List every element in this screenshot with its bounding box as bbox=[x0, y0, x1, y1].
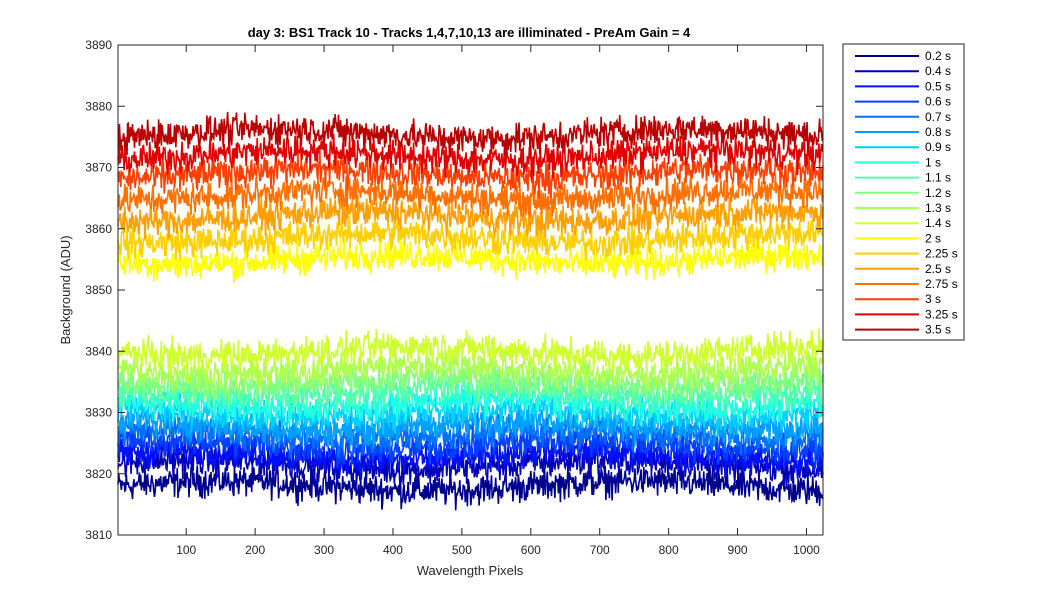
legend-label: 0.5 s bbox=[925, 79, 951, 93]
x-tick-label: 600 bbox=[521, 543, 541, 557]
y-tick-label: 3890 bbox=[85, 38, 112, 52]
series-line-3-5-s bbox=[117, 111, 824, 157]
legend-label: 3 s bbox=[925, 292, 941, 306]
x-tick-label: 200 bbox=[245, 543, 265, 557]
x-tick-label: 1000 bbox=[793, 543, 820, 557]
y-tick-label: 3840 bbox=[85, 344, 112, 358]
series-line-3-s bbox=[117, 150, 824, 199]
y-tick-label: 3850 bbox=[85, 283, 112, 297]
legend-label: 1.3 s bbox=[925, 201, 951, 215]
legend-label: 1.4 s bbox=[925, 216, 951, 230]
y-tick-label: 3880 bbox=[85, 99, 112, 113]
legend-label: 0.9 s bbox=[925, 140, 951, 154]
series-line-2-s bbox=[117, 234, 824, 284]
series-line-0-2-s bbox=[117, 460, 824, 511]
series-line-1-2-s bbox=[117, 358, 824, 407]
y-tick-label: 3830 bbox=[85, 406, 112, 420]
x-tick-label: 700 bbox=[590, 543, 610, 557]
series-line-0-7-s bbox=[117, 408, 824, 459]
legend-label: 1.1 s bbox=[925, 171, 951, 185]
x-tick-label: 500 bbox=[452, 543, 472, 557]
series-line-3-25-s bbox=[117, 129, 824, 180]
x-tick-label: 300 bbox=[314, 543, 334, 557]
legend-label: 2.5 s bbox=[925, 262, 951, 276]
legend-label: 3.25 s bbox=[925, 307, 958, 321]
legend-label: 2.75 s bbox=[925, 277, 958, 291]
series-line-2-25-s bbox=[117, 214, 824, 261]
legend-label: 1 s bbox=[925, 155, 941, 169]
legend-label: 2 s bbox=[925, 231, 941, 245]
y-axis-label: Background (ADU) bbox=[58, 235, 73, 344]
x-axis-label: Wavelength Pixels bbox=[417, 563, 524, 578]
legend-label: 1.2 s bbox=[925, 186, 951, 200]
legend-items: 0.2 s0.4 s0.5 s 0.6 s0.7 s0.8 s0.9 s1 s 1.… bbox=[855, 49, 958, 337]
series-line-1-s bbox=[117, 379, 824, 427]
x-tick-label: 900 bbox=[728, 543, 748, 557]
x-tick-label: 400 bbox=[383, 543, 403, 557]
y-tick-label: 3820 bbox=[85, 467, 112, 481]
chart-title: day 3: BS1 Track 10 - Tracks 1,4,7,10,13… bbox=[248, 25, 691, 40]
legend: 0.2 s0.4 s0.5 s 0.6 s0.7 s0.8 s0.9 s1 s 1.… bbox=[842, 43, 965, 341]
x-tick-label: 800 bbox=[659, 543, 679, 557]
x-axis: 100 200 300 400 500 600 700 800 900 1000 bbox=[176, 45, 820, 557]
legend-label: 0.8 s bbox=[925, 125, 951, 139]
series-line-1-3-s bbox=[117, 346, 824, 396]
legend-label: 0.4 s bbox=[925, 64, 951, 78]
y-axis: 3810 3820 3830 3840 3850 3860 3870 3880 3890 bbox=[85, 38, 823, 542]
x-tick-label: 100 bbox=[176, 543, 196, 557]
series-line-2-75-s bbox=[117, 169, 824, 218]
legend-label: 0.2 s bbox=[925, 49, 951, 63]
y-tick-label: 3810 bbox=[85, 528, 112, 542]
legend-label: 2.25 s bbox=[925, 247, 958, 261]
series-line-1-4-s bbox=[117, 328, 824, 377]
legend-label: 3.5 s bbox=[925, 323, 951, 337]
series-line-2-5-s bbox=[117, 194, 824, 240]
legend-label: 0.7 s bbox=[925, 110, 951, 124]
y-tick-label: 3860 bbox=[85, 222, 112, 236]
legend-label: 0.6 s bbox=[925, 95, 951, 109]
y-tick-label: 3870 bbox=[85, 161, 112, 175]
series-layer bbox=[117, 111, 824, 511]
